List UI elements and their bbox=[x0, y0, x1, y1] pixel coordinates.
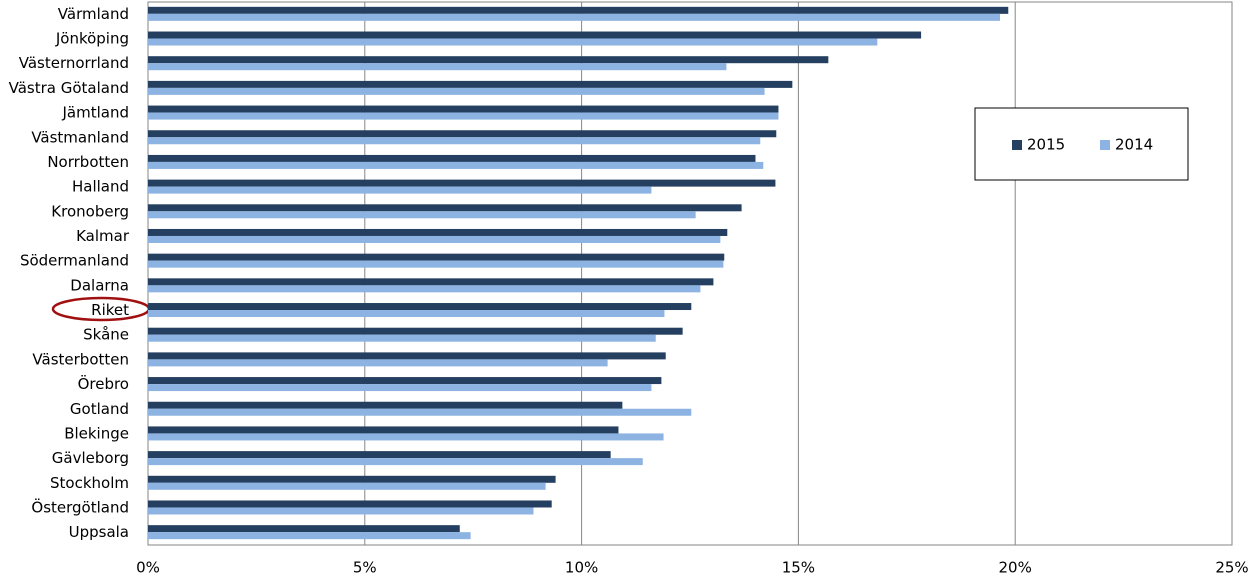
y-tick-label: Uppsala bbox=[69, 523, 129, 541]
bar bbox=[148, 228, 728, 236]
bar bbox=[148, 334, 656, 342]
y-tick-label: Västerbotten bbox=[32, 350, 129, 368]
bar bbox=[148, 105, 779, 113]
bar bbox=[148, 310, 665, 318]
y-tick-label: Södermanland bbox=[20, 252, 129, 270]
y-tick-label: Stockholm bbox=[50, 474, 129, 492]
bar bbox=[148, 327, 683, 335]
legend-box bbox=[974, 107, 1189, 181]
bar bbox=[148, 285, 701, 293]
bar bbox=[148, 154, 756, 162]
bar bbox=[148, 179, 776, 187]
y-tick-label: Riket bbox=[91, 301, 129, 319]
bar bbox=[148, 507, 534, 515]
bar bbox=[148, 253, 725, 261]
bar bbox=[148, 401, 623, 409]
bar bbox=[148, 38, 878, 46]
bar bbox=[148, 31, 922, 39]
bar bbox=[148, 63, 727, 71]
bar bbox=[148, 525, 460, 533]
x-tick-label: 0% bbox=[136, 559, 160, 577]
bar bbox=[148, 451, 611, 459]
bar bbox=[148, 130, 777, 138]
y-tick-label: Örebro bbox=[78, 374, 129, 393]
bar bbox=[148, 112, 779, 120]
bar bbox=[148, 482, 546, 490]
bar bbox=[148, 359, 608, 367]
x-tick-label: 10% bbox=[565, 559, 598, 577]
y-tick-label: Dalarna bbox=[70, 276, 129, 294]
bar bbox=[148, 6, 1009, 14]
legend-swatch bbox=[1012, 140, 1022, 150]
bar bbox=[148, 426, 619, 434]
bar bbox=[148, 384, 652, 392]
bar bbox=[148, 475, 556, 483]
y-tick-label: Halland bbox=[72, 178, 129, 196]
y-tick-label: Västernorrland bbox=[19, 54, 129, 72]
y-tick-label: Blekinge bbox=[64, 424, 129, 442]
bar bbox=[148, 137, 761, 145]
bar bbox=[148, 532, 471, 540]
y-tick-label: Östergötland bbox=[31, 497, 129, 516]
y-tick-label: Gävleborg bbox=[52, 449, 129, 467]
bar bbox=[148, 278, 714, 286]
bar bbox=[148, 80, 793, 88]
bar bbox=[148, 235, 721, 243]
bar bbox=[148, 433, 664, 441]
bar bbox=[148, 352, 666, 360]
y-tick-label: Jämtland bbox=[62, 104, 130, 122]
bar bbox=[148, 260, 724, 268]
y-tick-label: Kalmar bbox=[76, 227, 130, 245]
x-tick-label: 20% bbox=[999, 559, 1032, 577]
x-tick-label: 25% bbox=[1215, 559, 1248, 577]
bar bbox=[148, 186, 652, 194]
y-tick-label: Västra Götaland bbox=[9, 79, 129, 97]
bar bbox=[148, 87, 765, 95]
bar bbox=[148, 303, 692, 311]
y-tick-label: Gotland bbox=[70, 400, 129, 418]
y-tick-label: Skåne bbox=[83, 326, 129, 344]
y-tick-label: Norrbotten bbox=[47, 153, 129, 171]
x-tick-label: 15% bbox=[782, 559, 815, 577]
bar bbox=[148, 56, 829, 64]
legend-swatch bbox=[1100, 140, 1110, 150]
bar bbox=[148, 204, 742, 212]
bar bbox=[148, 458, 643, 466]
bar bbox=[148, 211, 696, 219]
y-tick-label: Västmanland bbox=[31, 128, 129, 146]
legend-label: 2014 bbox=[1115, 136, 1153, 154]
y-tick-label: Värmland bbox=[58, 5, 129, 23]
bar bbox=[148, 500, 552, 508]
bar bbox=[148, 13, 1001, 21]
bar bbox=[148, 377, 662, 385]
legend-label: 2015 bbox=[1027, 136, 1065, 154]
y-tick-label: Jönköping bbox=[55, 30, 129, 48]
bar bbox=[148, 408, 692, 416]
y-tick-label: Kronoberg bbox=[51, 202, 129, 220]
bar bbox=[148, 161, 764, 169]
x-tick-label: 5% bbox=[353, 559, 377, 577]
